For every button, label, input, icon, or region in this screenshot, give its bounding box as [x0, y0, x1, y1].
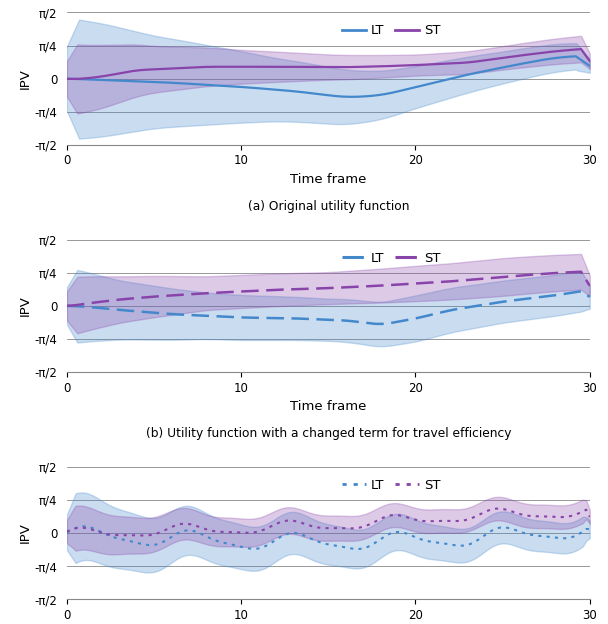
Y-axis label: IPV: IPV: [18, 68, 32, 89]
Text: (b) Utility function with a changed term for travel efficiency: (b) Utility function with a changed term…: [145, 427, 511, 441]
X-axis label: Time frame: Time frame: [290, 400, 367, 413]
Y-axis label: IPV: IPV: [18, 522, 32, 544]
Legend: LT, ST: LT, ST: [336, 474, 446, 497]
Legend: LT, ST: LT, ST: [336, 246, 446, 270]
Legend: LT, ST: LT, ST: [336, 19, 446, 42]
Text: (a) Original utility function: (a) Original utility function: [247, 200, 409, 213]
Y-axis label: IPV: IPV: [18, 295, 32, 316]
X-axis label: Time frame: Time frame: [290, 173, 367, 186]
